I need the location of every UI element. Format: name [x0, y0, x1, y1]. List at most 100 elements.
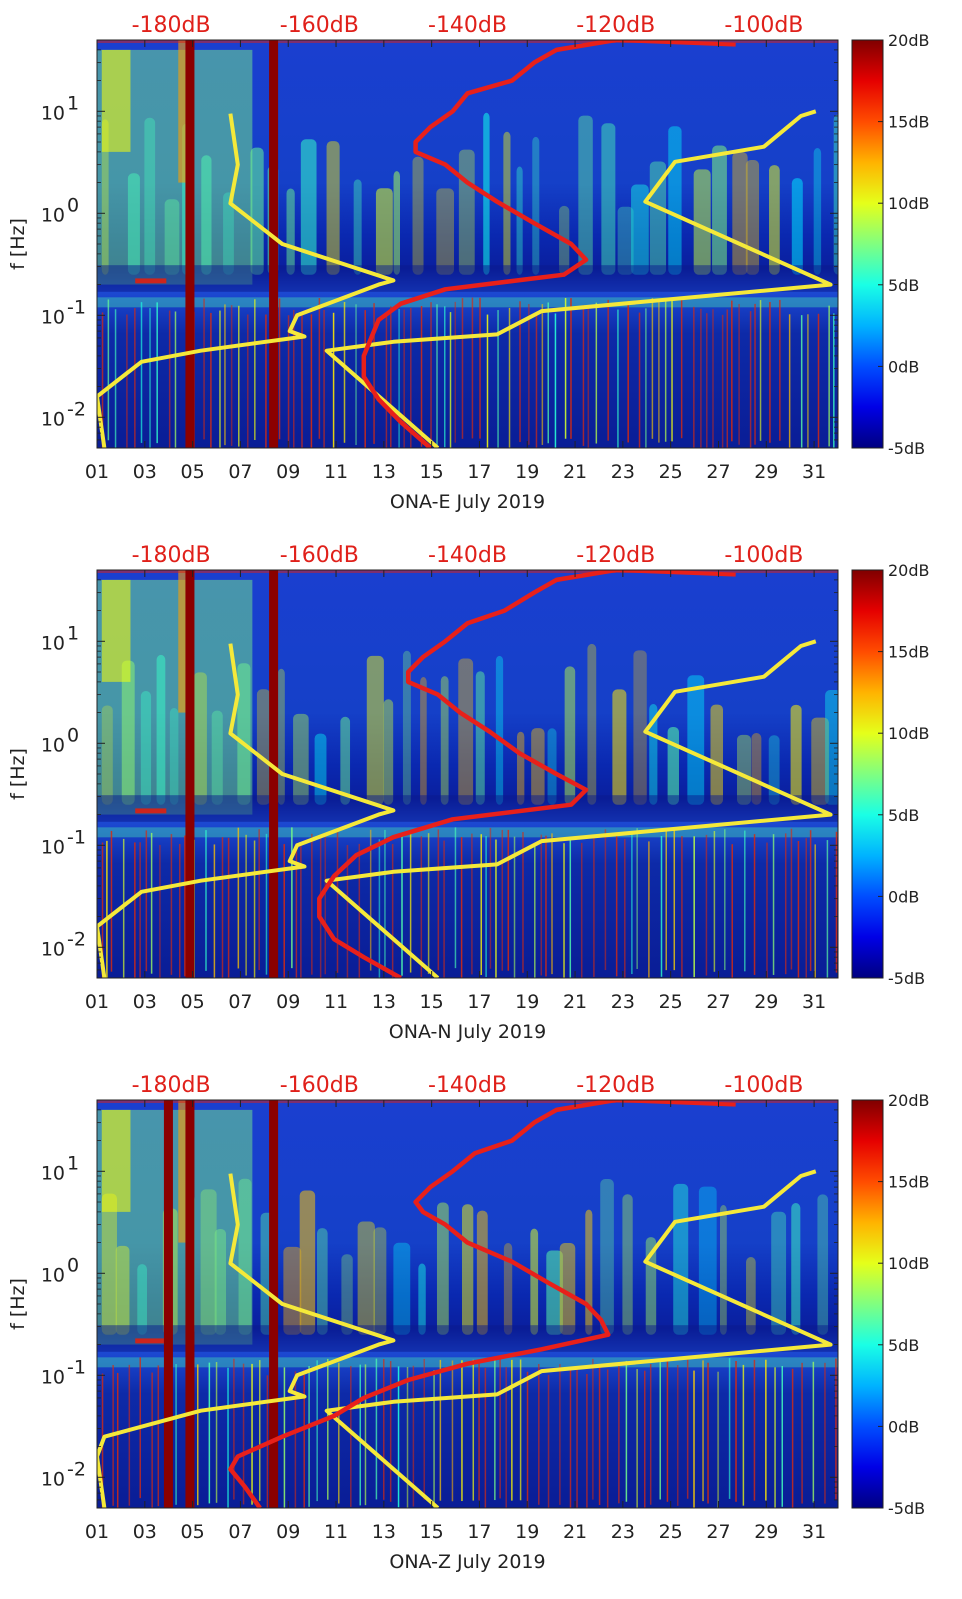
top-db-label: -140dB	[428, 13, 507, 38]
transient-spike	[713, 831, 716, 972]
energy-plume	[601, 123, 616, 275]
transient-spike	[427, 833, 430, 974]
energy-plume	[440, 676, 449, 805]
x-tick-label: 05	[181, 991, 205, 1013]
colorbar-label: -5dB	[888, 439, 925, 458]
transient-spike	[409, 831, 412, 973]
x-tick-label: 01	[85, 461, 109, 483]
transient-spike	[726, 309, 729, 448]
energy-plume	[341, 1254, 353, 1335]
transient-spike	[237, 827, 240, 969]
transient-spike	[700, 308, 702, 448]
energy-plume	[769, 165, 780, 275]
transient-spike	[316, 1360, 318, 1502]
x-tick-label: 23	[611, 991, 635, 1013]
transient-spike	[712, 309, 714, 448]
transient-spike	[484, 1368, 487, 1508]
y-tick-label: 10	[41, 306, 65, 328]
transient-spike	[615, 835, 618, 977]
transient-spike	[649, 1363, 652, 1505]
transient-spike	[156, 302, 158, 444]
x-tick-label: 21	[563, 991, 587, 1013]
transient-spike	[184, 835, 186, 977]
energy-plume	[436, 1202, 449, 1335]
transient-spike	[681, 836, 683, 977]
energy-plume	[559, 1243, 576, 1335]
microseism-peak	[135, 1338, 167, 1344]
top-db-label: -160dB	[280, 1073, 359, 1098]
transient-spike	[175, 1364, 177, 1505]
x-tick-label: 31	[802, 461, 826, 483]
energy-plume	[745, 159, 760, 275]
x-axis: 01 03 05 07 09 11 13 15 17 19 21 23 25 27 29 31	[85, 1100, 826, 1543]
energy-plume	[476, 1210, 488, 1335]
energy-plume	[353, 179, 362, 275]
energy-plume	[156, 654, 166, 805]
transient-spike	[303, 1374, 305, 1508]
transient-spike	[522, 832, 524, 973]
early-month-energy	[101, 579, 131, 682]
transient-spike	[664, 300, 667, 442]
transient-spike	[788, 314, 791, 448]
x-tick-label: 15	[420, 461, 444, 483]
transient-spike	[693, 306, 695, 448]
energy-plume	[751, 733, 762, 805]
energy-plume	[314, 733, 327, 805]
transient-spike	[210, 312, 212, 448]
x-tick-label: 21	[563, 1521, 587, 1543]
transient-spike	[790, 828, 793, 970]
spectrogram-area	[97, 40, 838, 448]
transient-spike	[114, 309, 117, 448]
transient-spike	[238, 305, 240, 447]
energy-plume	[622, 1194, 633, 1335]
x-tick-label: 31	[802, 991, 826, 1013]
y-tick-label: 10	[41, 734, 65, 756]
energy-plume	[286, 188, 295, 275]
colorbar-label: 15dB	[888, 113, 930, 132]
x-tick-label: 05	[181, 1521, 205, 1543]
energy-plume	[617, 206, 634, 275]
x-tick-label: 13	[372, 461, 396, 483]
transient-spike	[604, 829, 607, 971]
transient-spike	[346, 845, 349, 978]
energy-plume	[299, 1190, 316, 1335]
y-tick-exponent: -1	[67, 1356, 86, 1378]
transient-spike	[461, 298, 464, 439]
microseism-band	[97, 1325, 838, 1352]
energy-plume	[531, 728, 545, 805]
transient-spike	[707, 1362, 709, 1504]
microseism-band	[97, 297, 838, 308]
transient-spike	[817, 313, 820, 448]
transient-spike	[215, 1362, 218, 1503]
transient-spike	[645, 308, 647, 448]
x-tick-label: 21	[563, 461, 587, 483]
top-db-label: -140dB	[428, 543, 507, 568]
transient-spike	[805, 838, 808, 978]
x-tick-label: 07	[228, 991, 252, 1013]
transient-spike	[486, 314, 489, 448]
transient-spike	[499, 1357, 501, 1499]
y-tick-exponent: -1	[67, 826, 86, 848]
top-db-label: -100dB	[724, 13, 803, 38]
energy-plume	[458, 149, 475, 275]
transient-spike	[122, 838, 125, 978]
energy-plume	[633, 650, 647, 805]
transient-spike	[197, 1364, 199, 1506]
transient-spike	[569, 838, 572, 978]
transient-spike	[359, 1364, 361, 1506]
x-tick-label: 11	[324, 461, 348, 483]
energy-plume	[420, 677, 427, 805]
y-tick-exponent: -1	[67, 296, 86, 318]
transient-spike	[569, 1366, 572, 1508]
energy-plume	[193, 672, 207, 805]
data-gap-band	[269, 570, 279, 978]
transient-spike	[570, 298, 572, 439]
y-tick-label: 10	[41, 102, 65, 124]
energy-plume	[710, 704, 724, 805]
transient-spike	[671, 300, 673, 442]
energy-plume	[698, 1186, 717, 1335]
y-tick-exponent: -2	[67, 1458, 86, 1480]
transient-spike	[625, 1360, 628, 1502]
